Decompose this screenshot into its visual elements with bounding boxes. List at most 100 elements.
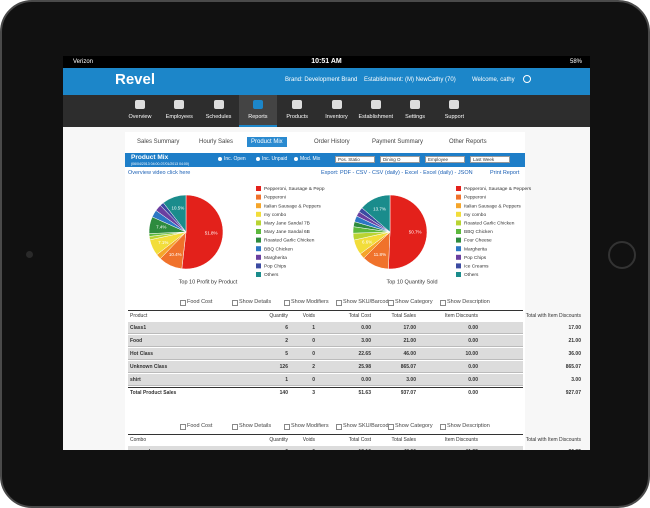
legend-label: Pop Chips [464, 255, 487, 261]
nav-icon [213, 100, 224, 109]
slice-label: 10.4% [169, 252, 182, 257]
legend-swatch [456, 246, 461, 252]
tab[interactable]: Sales Summary [137, 139, 180, 145]
legend-label: Italian Sausage & Peppers [464, 203, 521, 209]
table-cell: 3.00 [406, 377, 416, 383]
table-row [128, 374, 523, 386]
checkbox[interactable] [180, 300, 186, 306]
table-cell: 13.10 [333, 449, 371, 450]
brand[interactable]: Brand: Development Brand [285, 77, 358, 83]
tab[interactable]: Product Mix [247, 137, 287, 147]
nav-item[interactable]: Settings [405, 114, 426, 120]
print-link[interactable]: Print Report [490, 170, 520, 176]
table-cell: 36.00 [568, 351, 581, 357]
legend-swatch [256, 229, 261, 234]
table-cell: 0 [312, 351, 315, 357]
checkbox[interactable] [284, 300, 290, 306]
legend-label: Margherita [464, 246, 487, 252]
tab[interactable]: Hourly Sales [199, 139, 234, 145]
nav-item[interactable]: Support [444, 114, 465, 120]
checkbox[interactable] [440, 424, 446, 430]
legend-swatch [456, 186, 461, 191]
legend-label: Ice Creams [464, 263, 489, 269]
nav-item[interactable]: Products [286, 114, 309, 120]
legend-label: Pepperoni, Sausage & Peppers [464, 186, 532, 192]
select[interactable]: Pos. Statio [335, 156, 375, 163]
nav-item[interactable]: Overview [128, 114, 152, 120]
checkbox[interactable] [336, 424, 342, 430]
table-cell: 0.00 [361, 377, 371, 383]
checkbox-label: Show Details [239, 299, 272, 305]
checkbox[interactable] [232, 300, 238, 306]
column-header: Voids [302, 313, 315, 319]
home-button[interactable] [608, 241, 636, 269]
checkbox[interactable] [440, 300, 446, 306]
nav-icon [292, 100, 303, 109]
select[interactable]: Dining O [380, 156, 420, 163]
nav-icon [135, 100, 145, 109]
table-cell: 17.00 [403, 325, 416, 331]
tab[interactable]: Other Reports [449, 139, 487, 145]
legend-label: my combo [464, 212, 486, 218]
chart-title: Top 10 Profit by Product [179, 279, 238, 285]
slice-label: 10.5% [171, 205, 184, 210]
tab[interactable]: Payment Summary [372, 139, 424, 145]
select[interactable]: Last Week [470, 156, 510, 163]
column-header: Quantity [269, 313, 288, 319]
option-checkbox[interactable] [294, 157, 298, 161]
checkbox[interactable] [284, 424, 290, 430]
slice-label: 50.7% [409, 230, 422, 235]
legend-swatch [256, 220, 261, 226]
checkbox[interactable] [388, 424, 394, 430]
legend-label: Italian Sausage & Peppers [264, 203, 321, 209]
legend-label: BBQ Chicken [264, 246, 293, 252]
nav-bar [63, 95, 590, 127]
select[interactable]: Employee [425, 156, 465, 163]
logo[interactable]: Revel [115, 71, 156, 88]
slice-label: 11.8% [374, 252, 386, 257]
column-header: Total Cost [348, 437, 371, 443]
establishment[interactable]: Establishment: (M) NewCathy (70) [364, 77, 456, 83]
nav-item[interactable]: Inventory [325, 114, 348, 120]
table-row [128, 387, 523, 399]
carrier: Verizon [73, 59, 94, 65]
nav-item[interactable]: Establishment [358, 114, 394, 120]
slice-label: 13.7% [373, 206, 386, 211]
table-cell: 126 [279, 364, 288, 370]
option-label: Mod. Mix [300, 156, 321, 162]
table-cell: 0 [290, 449, 315, 450]
checkbox-label: Show Category [395, 423, 433, 429]
legend-swatch [256, 254, 261, 260]
nav-item[interactable]: Employees [165, 114, 193, 120]
checkbox[interactable] [336, 300, 342, 306]
legend-label: Roasted Garlic Chicken [264, 238, 315, 244]
video-link[interactable]: Overview video click here [128, 170, 191, 176]
legend-label: Mary Jane Sandal 6B [264, 229, 310, 235]
power-icon[interactable] [523, 75, 531, 83]
nav-icon [252, 100, 263, 109]
pie-slice [162, 194, 187, 233]
legend-swatch [256, 246, 261, 252]
table-total: 937.07 [400, 390, 416, 396]
legend-label: Roasted Garlic Chicken [464, 220, 515, 226]
checkbox[interactable] [232, 424, 238, 430]
slice-label: 7.1% [158, 240, 168, 245]
chart-title: Top 10 Quantity Sold [386, 279, 437, 285]
legend-label: Mary Jane Sandal 7B [264, 220, 310, 226]
option-checkbox[interactable] [218, 157, 222, 161]
welcome[interactable]: Welcome, cathy [472, 77, 515, 83]
tab[interactable]: Order History [314, 139, 350, 145]
option-checkbox[interactable] [256, 157, 260, 161]
legend-label: Others [464, 272, 479, 278]
checkbox-label: Show SKU/Barcode [343, 299, 392, 305]
checkbox[interactable] [388, 300, 394, 306]
table-cell: 2 [285, 338, 288, 344]
table-cell: 17.00 [568, 325, 581, 331]
table-cell: 11.25 [433, 449, 478, 450]
checkbox[interactable] [180, 424, 186, 430]
export-links[interactable]: Export: PDF - CSV - CSV (daily) - Excel … [321, 170, 473, 176]
legend-label: Pop Chips [264, 263, 287, 269]
nav-item[interactable]: Reports [248, 114, 268, 120]
table-cell: 5 [285, 351, 288, 357]
nav-item[interactable]: Schedules [205, 114, 232, 120]
